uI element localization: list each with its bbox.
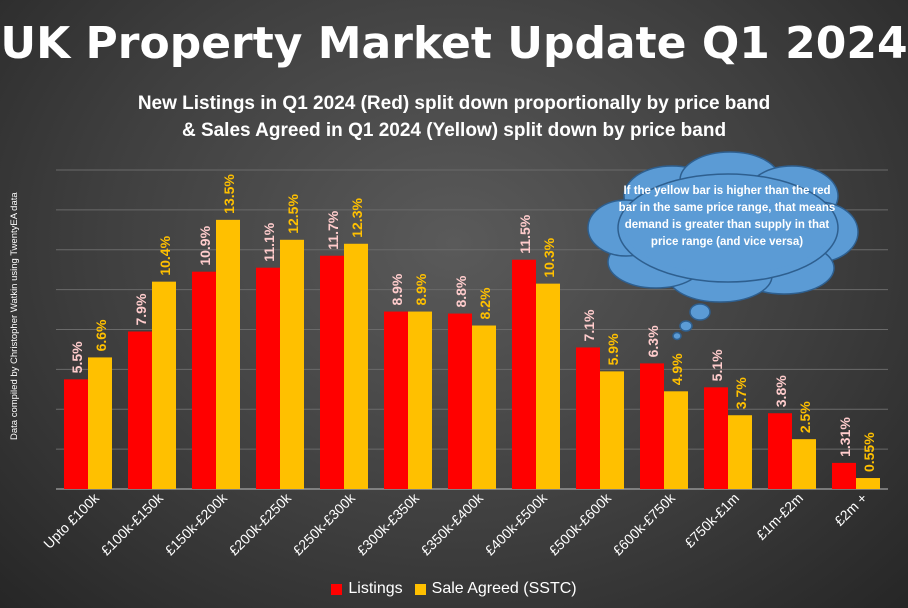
x-tick-label: £600k-£750k xyxy=(610,489,679,558)
bar-sale-agreed xyxy=(216,219,240,489)
value-label-listings: 3.8% xyxy=(773,375,789,407)
bar-sale-agreed xyxy=(472,325,496,489)
value-label-sale-agreed: 4.9% xyxy=(669,353,685,385)
x-tick-label: £1m-£2m xyxy=(753,490,806,543)
value-label-listings: 7.1% xyxy=(581,309,597,341)
value-label-listings: 11.7% xyxy=(325,210,341,249)
bar-listings xyxy=(256,267,280,489)
bar-listings xyxy=(704,387,728,489)
bar-listings xyxy=(384,311,408,489)
x-tick-label: £150k-£200k xyxy=(162,489,231,558)
x-tick-label: £750k-£1m xyxy=(681,490,742,551)
bar-listings xyxy=(768,413,792,489)
value-label-sale-agreed: 10.3% xyxy=(541,237,557,277)
value-label-listings: 6.3% xyxy=(645,325,661,357)
cloud-tail-bubble xyxy=(679,320,693,332)
value-label-listings: 5.5% xyxy=(69,341,85,373)
cloud-tail-bubble xyxy=(672,331,682,341)
value-label-listings: 11.1% xyxy=(261,222,277,261)
bar-sale-agreed xyxy=(280,239,304,489)
x-tick-label: Upto £100k xyxy=(40,489,103,552)
value-label-sale-agreed: 2.5% xyxy=(797,401,813,433)
bar-listings xyxy=(640,363,664,489)
legend-item-sale-agreed: Sale Agreed (SSTC) xyxy=(414,580,577,598)
bar-listings xyxy=(832,462,856,489)
value-label-sale-agreed: 6.6% xyxy=(93,319,109,351)
value-label-listings: 5.1% xyxy=(709,349,725,381)
cloud-shape xyxy=(587,151,859,341)
bar-sale-agreed xyxy=(152,281,176,489)
legend-item-listings: Listings xyxy=(331,580,403,598)
bar-sale-agreed xyxy=(536,283,560,489)
bar-sale-agreed xyxy=(664,391,688,489)
legend-label-listings: Listings xyxy=(348,580,403,597)
x-tick-label: £100k-£150k xyxy=(98,489,167,558)
bar-listings xyxy=(320,255,344,489)
bar-listings xyxy=(512,259,536,489)
x-tick-labels: Upto £100k£100k-£150k£150k-£200k£200k-£2… xyxy=(40,489,870,558)
value-label-listings: 8.8% xyxy=(453,275,469,307)
bar-sale-agreed xyxy=(600,371,624,489)
subtitle-line-2: & Sales Agreed in Q1 2024 (Yellow) split… xyxy=(181,120,727,141)
bars xyxy=(64,219,880,489)
x-tick-label: £250k-£300k xyxy=(290,489,359,558)
value-label-sale-agreed: 3.7% xyxy=(733,377,749,409)
value-label-sale-agreed: 12.3% xyxy=(349,198,365,238)
legend-swatch-sale-agreed xyxy=(414,583,426,595)
bar-sale-agreed xyxy=(792,439,816,489)
chart-title: UK Property Market Update Q1 2024 xyxy=(0,18,908,69)
callout-cloud xyxy=(587,151,859,341)
value-label-sale-agreed: 12.5% xyxy=(285,194,301,234)
bar-sale-agreed xyxy=(408,311,432,489)
value-labels: 5.5% 6.6% 7.9% 10.4% 10.9% 13.5% 11.1% 12.5% 11.… xyxy=(69,174,877,472)
value-label-sale-agreed: 8.2% xyxy=(477,287,493,319)
legend: Listings Sale Agreed (SSTC) xyxy=(0,580,908,598)
x-tick-label: £500k-£600k xyxy=(546,489,615,558)
value-label-listings: 11.5% xyxy=(517,214,533,253)
bar-listings xyxy=(64,379,88,489)
x-tick-label: £350k-£400k xyxy=(418,489,487,558)
value-label-sale-agreed: 13.5% xyxy=(221,174,237,214)
legend-swatch-listings xyxy=(331,583,343,595)
callout-text: If the yellow bar is higher than the red… xyxy=(618,185,836,248)
bar-listings xyxy=(448,313,472,489)
x-tick-label: £200k-£250k xyxy=(226,489,295,558)
bar-sale-agreed xyxy=(344,243,368,489)
value-label-listings: 10.9% xyxy=(197,225,213,265)
value-label-sale-agreed: 5.9% xyxy=(605,333,621,365)
x-tick-label: £400k-£500k xyxy=(482,489,551,558)
bar-sale-agreed xyxy=(88,357,112,489)
value-label-sale-agreed: 10.4% xyxy=(157,235,173,275)
value-label-listings: 7.9% xyxy=(133,293,149,325)
bar-listings xyxy=(192,271,216,489)
cloud-tail-bubble xyxy=(689,303,711,321)
value-label-listings: 1.31% xyxy=(837,417,853,457)
value-label-listings: 8.9% xyxy=(389,273,405,305)
bar-sale-agreed xyxy=(856,478,880,489)
bar-sale-agreed xyxy=(728,415,752,489)
subtitle-line-1: New Listings in Q1 2024 (Red) split down… xyxy=(137,93,771,114)
cloud-body xyxy=(624,182,832,274)
legend-label-sale-agreed: Sale Agreed (SSTC) xyxy=(431,580,577,597)
value-label-sale-agreed: 0.55% xyxy=(861,432,877,472)
bar-listings xyxy=(128,331,152,489)
x-tick-label: £300k-£350k xyxy=(354,489,423,558)
value-label-sale-agreed: 8.9% xyxy=(413,273,429,305)
x-tick-label: £2m + xyxy=(831,490,870,529)
bar-listings xyxy=(576,347,600,489)
chart-subtitle: New Listings in Q1 2024 (Red) split down… xyxy=(0,90,908,144)
